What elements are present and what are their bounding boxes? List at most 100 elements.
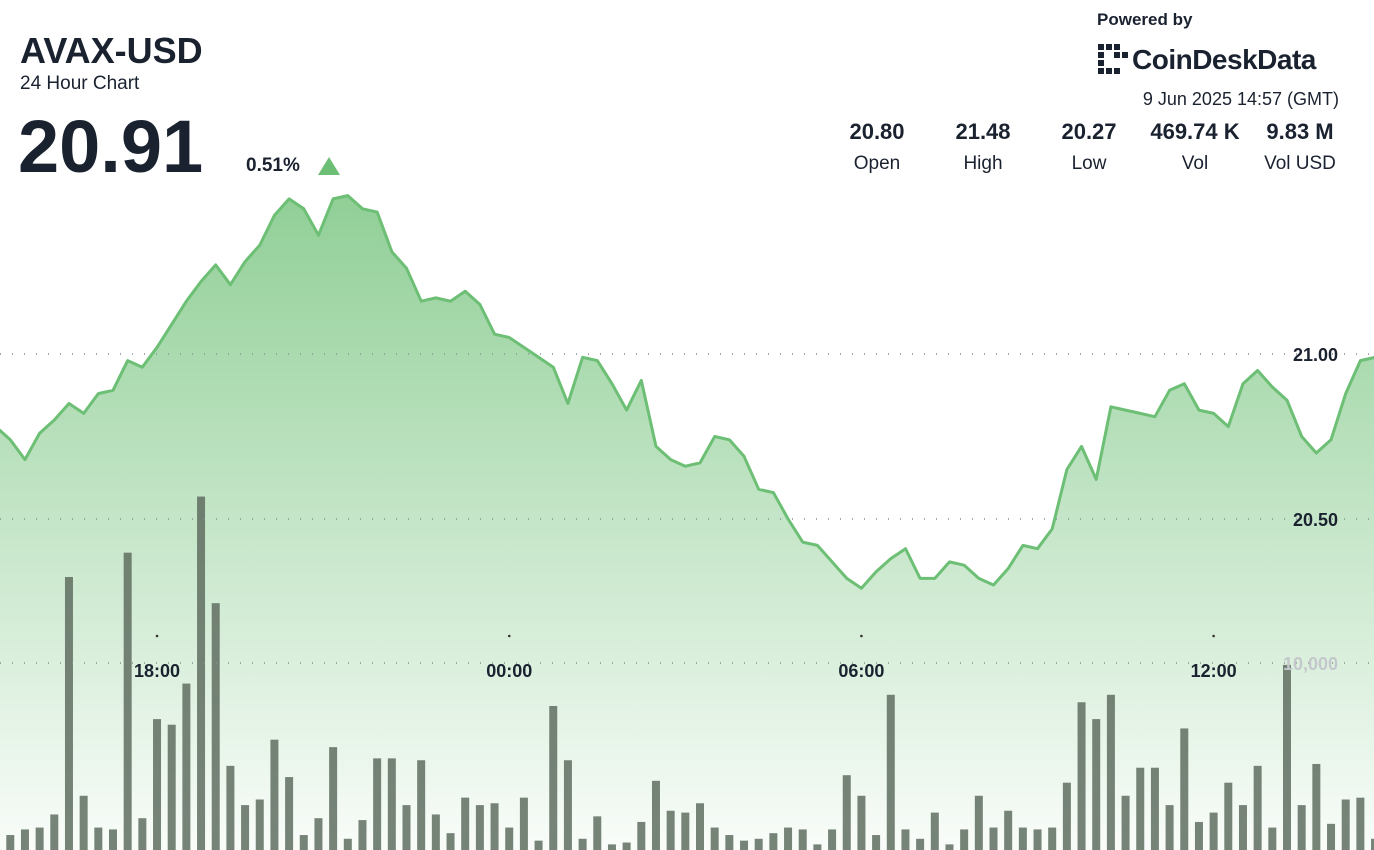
price-line	[0, 194, 1374, 590]
stat-value: 20.80	[849, 119, 904, 144]
volume-bar	[754, 838, 763, 850]
volume-bar	[1018, 827, 1027, 850]
volume-bar	[1004, 810, 1013, 850]
volume-bar	[255, 799, 264, 850]
volume-bar	[109, 829, 117, 850]
price: 20.91	[18, 105, 203, 188]
x-tick-label: 00:00	[486, 661, 532, 681]
volume-bar	[285, 777, 294, 850]
volume-bar	[1268, 827, 1277, 850]
volume-bar	[974, 795, 983, 850]
timestamp: 9 Jun 2025 14:57 (GMT)	[1143, 89, 1339, 109]
volume-bar	[622, 842, 631, 850]
volume-bar	[1136, 767, 1145, 850]
volume-bar	[79, 795, 88, 850]
volume-bar	[872, 835, 881, 850]
volume-bar	[842, 775, 851, 850]
volume-bar	[696, 803, 704, 850]
x-tick-mark	[860, 634, 863, 638]
powered-by: Powered by	[1097, 10, 1193, 29]
volume-bar	[1194, 821, 1203, 850]
volume-bar	[270, 739, 279, 850]
volume-bar	[1033, 829, 1042, 850]
volume-bar	[1077, 702, 1086, 850]
y2-tick-label: 10,000	[1283, 654, 1338, 674]
volume-bar	[681, 812, 690, 850]
volume-bar	[490, 803, 499, 850]
volume-bar	[402, 805, 411, 850]
volume-bar	[725, 835, 734, 850]
volume-bar	[35, 827, 44, 850]
volume-bar	[651, 780, 660, 850]
volume-bar	[329, 747, 338, 850]
volume-bar	[182, 683, 191, 850]
volume-bar	[431, 814, 440, 850]
volume-bar	[1048, 827, 1057, 850]
volume-bar	[578, 838, 587, 850]
volume-bar	[945, 844, 954, 850]
stat-value: 20.27	[1061, 119, 1116, 144]
volume-bar	[1297, 805, 1306, 850]
volume-bar	[1106, 694, 1115, 850]
volume-bar	[123, 552, 132, 850]
volume-bar	[1165, 805, 1174, 850]
stat-label: Open	[854, 153, 900, 174]
volume-bar	[94, 827, 103, 850]
volume-bar	[886, 694, 895, 850]
volume-bar	[241, 805, 250, 850]
volume-bar	[1224, 782, 1233, 850]
brand-logo-icon	[1098, 44, 1128, 74]
volume-bar	[314, 818, 323, 850]
x-tick-mark	[155, 634, 159, 638]
volume-bar	[989, 827, 998, 850]
volume-bar	[1327, 823, 1336, 850]
volume-bar	[299, 835, 308, 850]
volume-bar	[593, 816, 602, 850]
volume-bar	[1092, 719, 1101, 850]
volume-bar	[446, 833, 455, 850]
volume-bar	[930, 812, 939, 850]
change: 0.51%	[246, 155, 300, 176]
volume-bar	[563, 760, 572, 850]
volume-bar	[1209, 812, 1218, 850]
volume-bar	[387, 758, 396, 850]
volume-bar	[857, 795, 866, 850]
volume-bar	[1356, 797, 1365, 850]
volume-bar	[475, 805, 484, 850]
volume-bar	[828, 829, 837, 850]
volume-bar	[740, 840, 749, 850]
volume-bar	[1253, 765, 1262, 850]
stat-label: Low	[1072, 153, 1107, 174]
stat-value: 9.83 M	[1266, 119, 1333, 144]
volume-bar	[138, 818, 147, 850]
stat-value: 21.48	[955, 119, 1010, 144]
volume-bar	[519, 797, 528, 850]
brand: CoinDeskData	[1132, 44, 1317, 75]
stat-label: Vol	[1182, 153, 1208, 174]
symbol: AVAX-USD	[20, 30, 203, 71]
volume-bar	[358, 820, 367, 850]
volume-bar	[666, 810, 675, 850]
volume-bar	[1062, 782, 1071, 850]
plot: 21.00 20.50 10,000 18:00 00:00 06:00 12:00	[0, 194, 1374, 850]
volume-bar	[153, 719, 162, 850]
volume-bar	[1283, 664, 1291, 850]
volume-bar	[1121, 795, 1130, 850]
volume-bar	[226, 765, 235, 850]
stat-label: Vol USD	[1264, 153, 1336, 174]
volume-bar	[1312, 763, 1321, 850]
volume-bar	[1341, 799, 1350, 850]
volume-bar	[6, 835, 15, 850]
stat-label: High	[963, 153, 1002, 174]
volume-bar	[197, 496, 206, 850]
volume-bar	[901, 829, 910, 850]
subtitle: 24 Hour Chart	[20, 73, 140, 94]
volume-bar	[1371, 838, 1374, 850]
volume-bar	[373, 758, 382, 850]
volume-bar	[769, 833, 778, 850]
volume-bar	[813, 844, 822, 850]
volume-bar	[343, 838, 352, 850]
volume-bar	[607, 844, 616, 850]
volume-bar	[461, 797, 470, 850]
